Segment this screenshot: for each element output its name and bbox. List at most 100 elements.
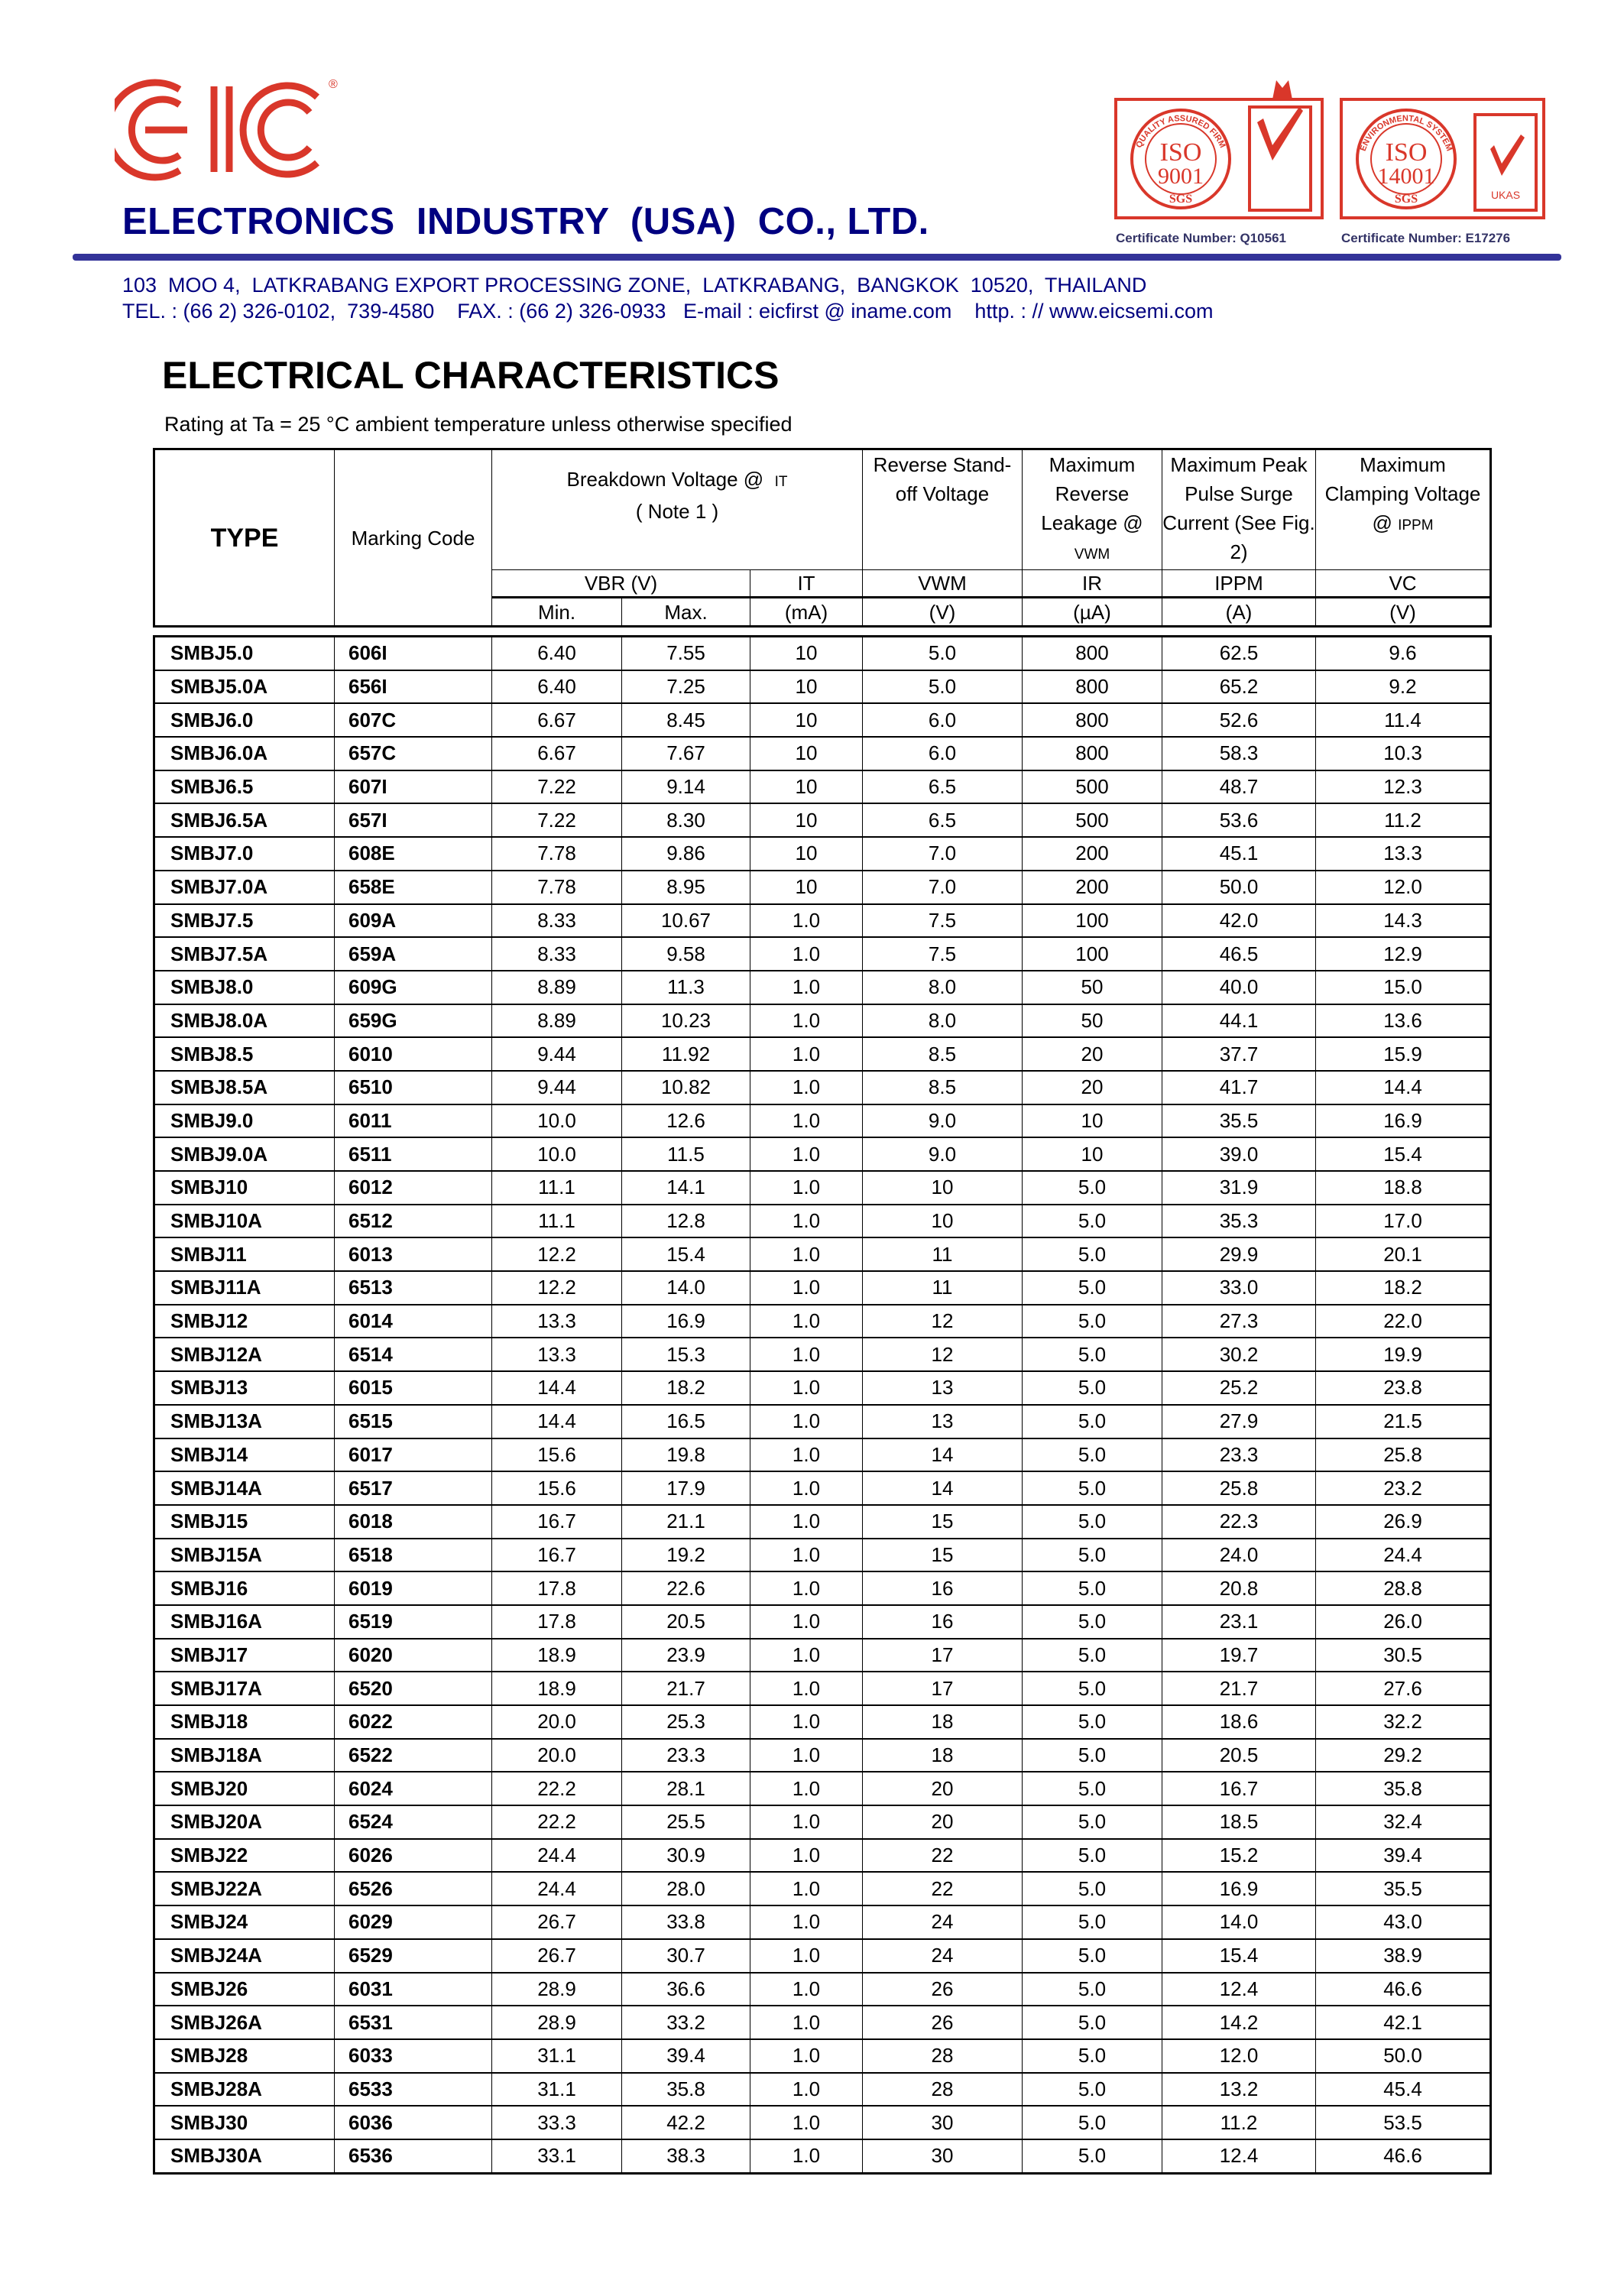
cell-type: SMBJ6.0	[154, 703, 335, 738]
cell-ippm: 58.3	[1162, 737, 1316, 771]
cell-vbr-max: 9.58	[621, 937, 750, 971]
table-row: SMBJ13A 6515 14.4 16.5 1.0 13 5.0 27.9 21.5	[154, 1404, 1491, 1439]
cell-vbr-max: 7.25	[621, 670, 750, 705]
cell-marking-code: 6024	[334, 1772, 492, 1807]
cell-vbr-max: 8.95	[621, 870, 750, 905]
cell-it: 10	[750, 670, 863, 705]
cell-vc: 9.6	[1315, 636, 1491, 671]
cell-it: 1.0	[750, 2139, 863, 2175]
cell-ippm: 25.8	[1162, 1471, 1316, 1506]
cell-type: SMBJ6.5A	[154, 803, 335, 838]
cell-ir: 5.0	[1022, 1838, 1162, 1873]
header-breakdown-label: Breakdown Voltage @	[566, 468, 764, 491]
cell-it: 1.0	[750, 1905, 863, 1940]
cell-vc: 27.6	[1315, 1672, 1491, 1706]
cell-marking-code: 657C	[334, 737, 492, 771]
cell-vwm: 5.0	[862, 670, 1023, 705]
unit-a: (A)	[1162, 596, 1316, 627]
cell-type: SMBJ11	[154, 1237, 335, 1273]
cell-ir: 5.0	[1022, 2006, 1162, 2040]
cell-type: SMBJ6.5	[154, 770, 335, 805]
cell-it: 10	[750, 803, 863, 838]
cell-vwm: 14	[862, 1471, 1023, 1506]
cell-vwm: 30	[862, 2106, 1023, 2140]
cell-vc: 26.9	[1315, 1504, 1491, 1539]
cell-ir: 5.0	[1022, 1171, 1162, 1205]
cell-marking-code: 6029	[334, 1905, 492, 1940]
cell-vwm: 17	[862, 1638, 1023, 1673]
cell-marking-code: 6536	[334, 2139, 492, 2175]
cell-it: 1.0	[750, 1938, 863, 1974]
cell-ippm: 29.9	[1162, 1237, 1316, 1273]
cell-it: 1.0	[750, 2006, 863, 2040]
table-row: SMBJ18A 6522 20.0 23.3 1.0 18 5.0 20.5 29.2	[154, 1738, 1491, 1773]
cell-vc: 32.2	[1315, 1705, 1491, 1740]
header-breakdown-note: ( Note 1 )	[635, 500, 719, 523]
cell-vc: 14.4	[1315, 1070, 1491, 1105]
cell-ippm: 20.5	[1162, 1738, 1316, 1773]
cell-ippm: 52.6	[1162, 703, 1316, 738]
iso-badges: QUALITY ASSURED FIRM ENVIRONMENTAL SYSTE…	[1114, 80, 1545, 219]
cell-vbr-max: 22.6	[621, 1571, 750, 1606]
cell-vbr-min: 9.44	[491, 1037, 622, 1072]
cell-vbr-min: 6.67	[491, 737, 622, 771]
cell-vbr-max: 42.2	[621, 2106, 750, 2140]
cell-vc: 46.6	[1315, 2139, 1491, 2175]
cell-it: 1.0	[750, 1237, 863, 1273]
table-row: SMBJ5.0 606I 6.40 7.55 10 5.0 800 62.5 9.6	[154, 636, 1491, 671]
cell-type: SMBJ24	[154, 1905, 335, 1940]
cell-type: SMBJ22A	[154, 1872, 335, 1907]
table-row: SMBJ30A 6536 33.1 38.3 1.0 30 5.0 12.4 46.6	[154, 2139, 1491, 2175]
cell-vbr-min: 7.78	[491, 837, 622, 871]
cell-vc: 12.3	[1315, 770, 1491, 805]
unit-min: Min.	[491, 596, 622, 627]
header-breakdown: Breakdown Voltage @ IT ( Note 1 )	[491, 449, 863, 570]
table-row: SMBJ22A 6526 24.4 28.0 1.0 22 5.0 16.9 35.5	[154, 1872, 1491, 1907]
table-row: SMBJ30 6036 33.3 42.2 1.0 30 5.0 11.2 53.5	[154, 2106, 1491, 2140]
header-ippm: IPPM	[1162, 569, 1316, 598]
cell-vbr-min: 31.1	[491, 2072, 622, 2107]
cell-vwm: 20	[862, 1805, 1023, 1840]
cell-ir: 5.0	[1022, 2072, 1162, 2107]
cell-vbr-max: 8.30	[621, 803, 750, 838]
cell-vc: 20.1	[1315, 1237, 1491, 1273]
cell-vbr-max: 21.7	[621, 1672, 750, 1706]
cell-it: 1.0	[750, 1571, 863, 1606]
cell-it: 1.0	[750, 1471, 863, 1506]
cell-ir: 5.0	[1022, 1404, 1162, 1439]
header-clamping-symbol: IPPM	[1398, 517, 1434, 534]
cell-vc: 50.0	[1315, 2038, 1491, 2074]
cell-vc: 45.4	[1315, 2072, 1491, 2107]
cell-vbr-min: 17.8	[491, 1571, 622, 1606]
cell-ippm: 24.0	[1162, 1538, 1316, 1573]
cell-ippm: 15.2	[1162, 1838, 1316, 1873]
cell-vwm: 16	[862, 1571, 1023, 1606]
cell-ir: 5.0	[1022, 1371, 1162, 1406]
eic-logo: ®	[115, 78, 338, 181]
cell-vc: 53.5	[1315, 2106, 1491, 2140]
cell-it: 1.0	[750, 1004, 863, 1039]
cell-ir: 50	[1022, 1004, 1162, 1039]
table-row: SMBJ7.5 609A 8.33 10.67 1.0 7.5 100 42.0 14.3	[154, 903, 1491, 939]
cell-vbr-min: 12.2	[491, 1271, 622, 1305]
cell-ir: 200	[1022, 870, 1162, 905]
cell-vbr-max: 12.8	[621, 1204, 750, 1239]
cell-it: 1.0	[750, 903, 863, 939]
cell-vc: 14.3	[1315, 903, 1491, 939]
svg-text:UKAS: UKAS	[1491, 189, 1520, 201]
cell-type: SMBJ14A	[154, 1471, 335, 1506]
cell-vbr-max: 15.4	[621, 1237, 750, 1273]
cell-vwm: 17	[862, 1672, 1023, 1706]
cell-ippm: 18.6	[1162, 1705, 1316, 1740]
cell-vwm: 6.0	[862, 703, 1023, 738]
cell-marking-code: 6017	[334, 1438, 492, 1473]
table-row: SMBJ15 6018 16.7 21.1 1.0 15 5.0 22.3 26.9	[154, 1504, 1491, 1539]
cell-type: SMBJ7.5A	[154, 937, 335, 971]
cell-it: 10	[750, 870, 863, 905]
cell-vwm: 9.0	[862, 1137, 1023, 1172]
table-row: SMBJ22 6026 24.4 30.9 1.0 22 5.0 15.2 39.4	[154, 1838, 1491, 1873]
cell-vwm: 8.5	[862, 1070, 1023, 1105]
cell-vwm: 7.0	[862, 870, 1023, 905]
cell-ir: 5.0	[1022, 2139, 1162, 2175]
cell-marking-code: 6519	[334, 1604, 492, 1639]
